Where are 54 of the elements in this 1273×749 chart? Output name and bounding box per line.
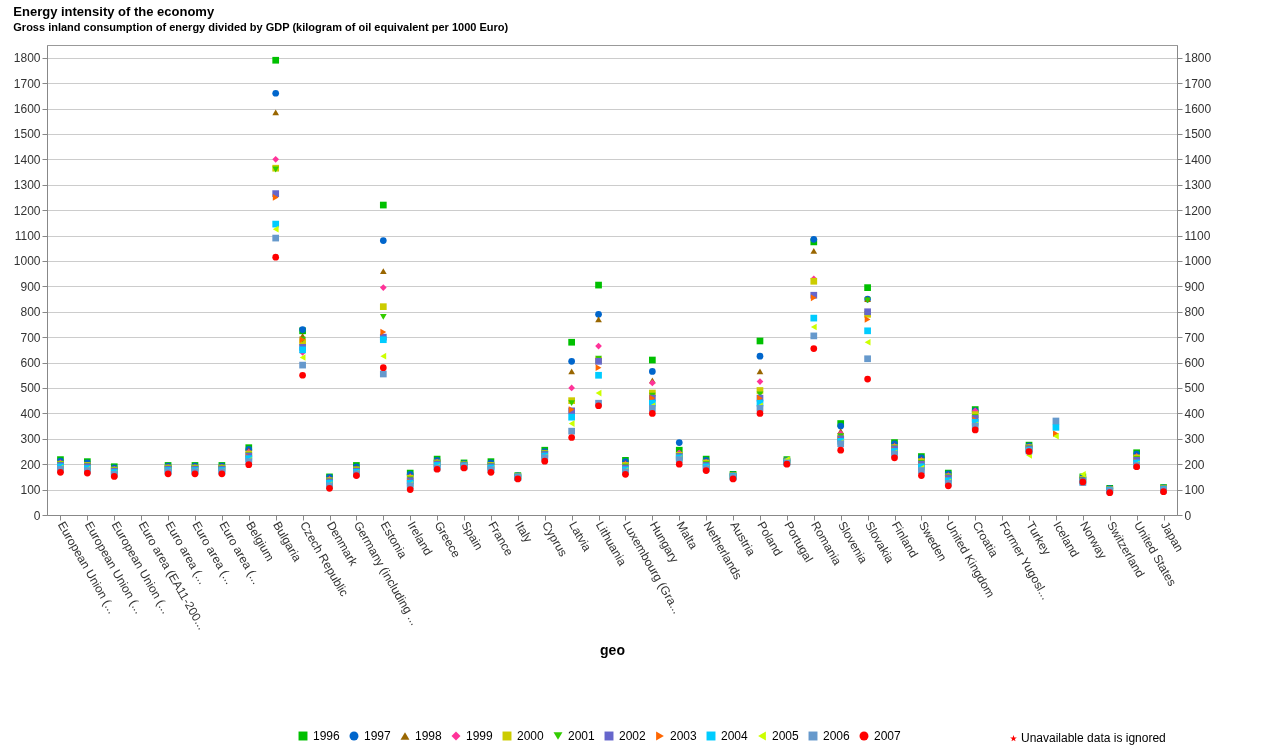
y-tick-label: 1600	[13, 102, 41, 117]
y-tick-label: 0	[33, 508, 41, 523]
y-tick-label: 100	[20, 483, 41, 498]
y2-tick-label: 500	[1184, 381, 1205, 396]
y2-tick-label: 1800	[1184, 51, 1212, 66]
y2-tick-label: 800	[1184, 305, 1205, 320]
y2-tick-label: 1200	[1184, 203, 1212, 218]
y-tick-label: 200	[20, 457, 41, 472]
y2-tick-label: 0	[1184, 508, 1192, 523]
y-tick-label: 1400	[13, 152, 41, 167]
legend-label: 2007	[874, 729, 902, 743]
legend-label: 2004	[721, 729, 749, 743]
y2-tick-label: 1300	[1184, 178, 1212, 193]
text: Unavailable data is ignored	[1021, 731, 1166, 745]
y2-tick-label: 200	[1184, 457, 1205, 472]
y-tick-label: 1800	[13, 51, 41, 66]
y-tick-label: 1000	[13, 254, 41, 269]
legend-label: 1998	[415, 729, 443, 743]
y2-tick-label: 900	[1184, 279, 1205, 294]
legend-label: 2006	[823, 729, 851, 743]
y-tick-label: 1300	[13, 178, 41, 193]
y2-tick-label: 1600	[1184, 102, 1212, 117]
y2-tick-label: 100	[1184, 483, 1205, 498]
legend-label: 1997	[364, 729, 392, 743]
legend-label: 1996	[313, 729, 341, 743]
y-tick-label: 1100	[14, 229, 41, 244]
y-tick-label: 400	[20, 406, 41, 421]
y2-tick-label: 1000	[1184, 254, 1212, 269]
chart-title: Energy intensity of the economy	[13, 4, 215, 19]
y2-tick-label: 600	[1184, 356, 1205, 371]
y2-tick-label: 700	[1184, 330, 1205, 345]
y-tick-label: 500	[20, 381, 41, 396]
legend-label: 2001	[568, 729, 596, 743]
legend-label: 2005	[772, 729, 800, 743]
y2-tick-label: 1500	[1184, 127, 1212, 142]
y-tick-label: 1700	[13, 76, 41, 91]
legend-label: 2002	[619, 729, 647, 743]
y2-tick-label: 1700	[1184, 76, 1212, 91]
chart-subtitle: Gross inland consumption of energy divided by GDP (kilogram of oil equivalent per 1000 Euro)	[13, 21, 509, 33]
y2-tick-label: 1100	[1184, 229, 1211, 244]
y2-tick-label: 300	[1184, 432, 1205, 447]
y-tick-label: 600	[20, 356, 41, 371]
x-axis-title: geo	[600, 641, 625, 658]
y2-tick-label: 1400	[1184, 152, 1212, 167]
y-tick-label: 1500	[13, 127, 41, 142]
legend-label: 2000	[517, 729, 545, 743]
y2-tick-label: 400	[1184, 406, 1205, 421]
y-tick-label: 1200	[13, 203, 41, 218]
y-tick-label: 900	[20, 279, 41, 294]
y-tick-label: 800	[20, 305, 41, 320]
y-tick-label: 300	[20, 432, 41, 447]
y-tick-label: 700	[20, 330, 41, 345]
legend-label: 1999	[466, 729, 494, 743]
legend-label: 2003	[670, 729, 698, 743]
